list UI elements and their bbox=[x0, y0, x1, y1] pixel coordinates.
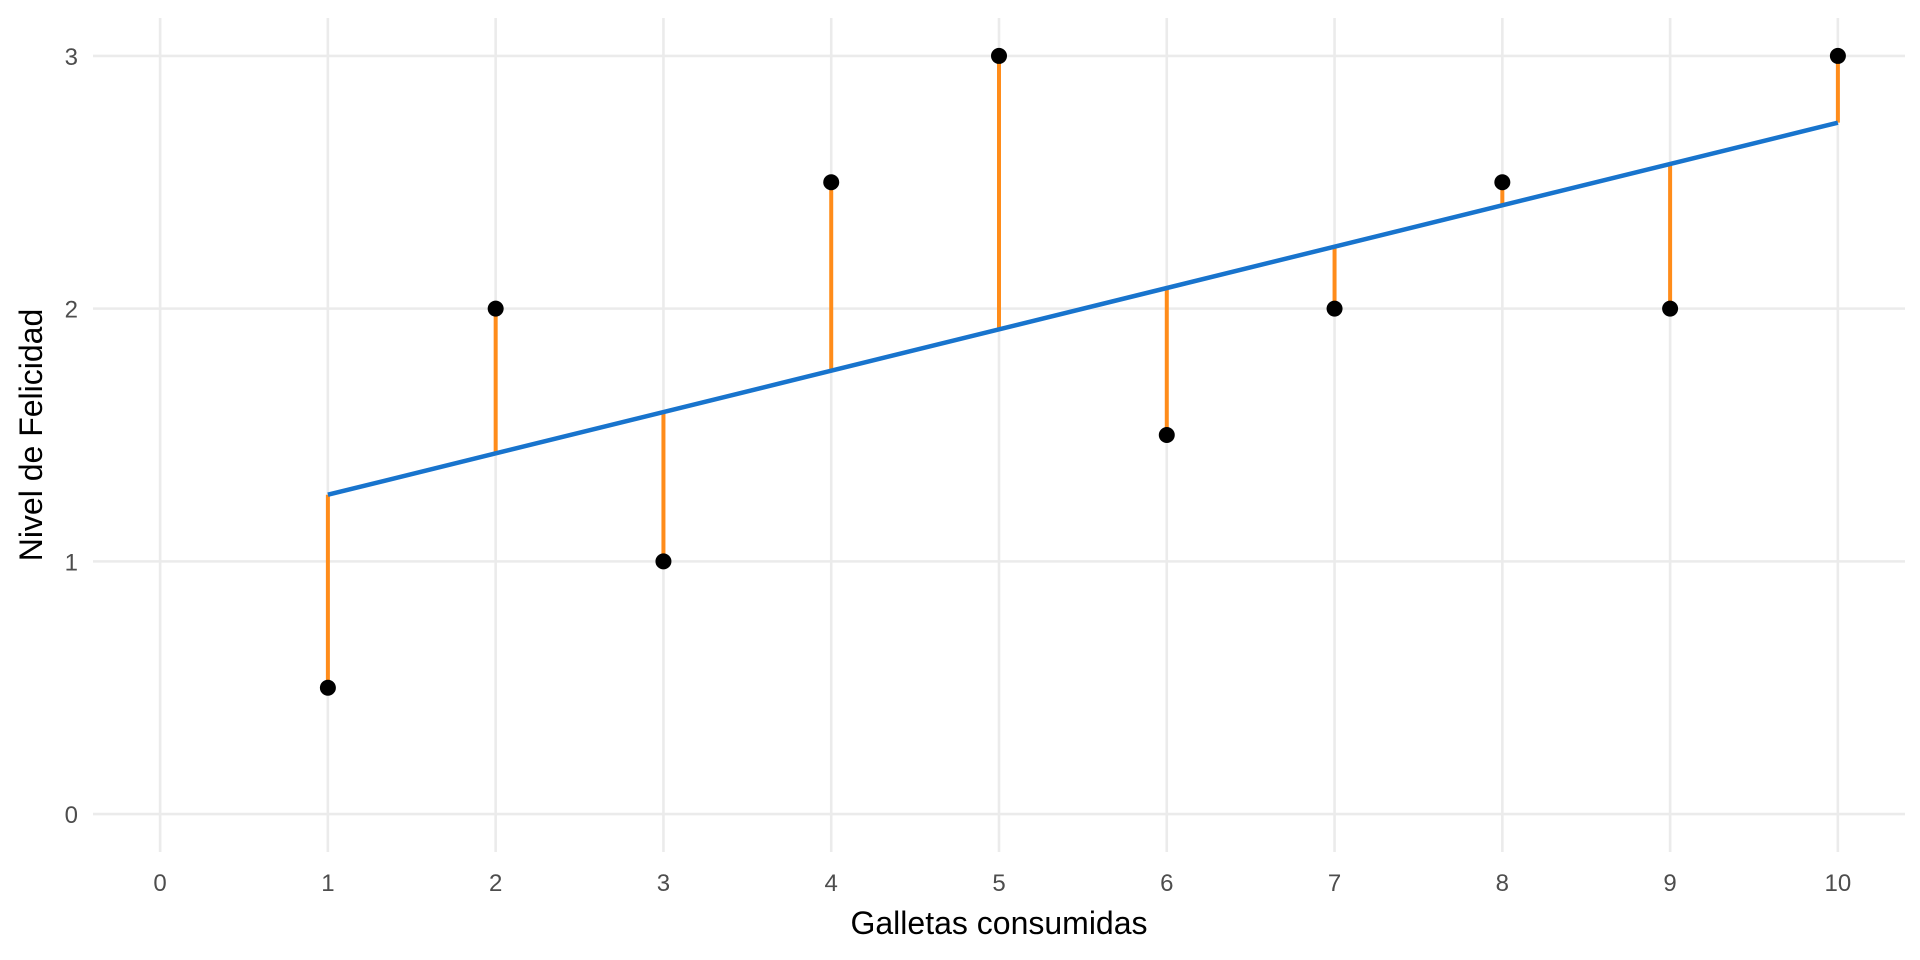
x-tick-label: 6 bbox=[1160, 870, 1173, 897]
data-point bbox=[1829, 47, 1846, 64]
x-axis-title: Galletas consumidas bbox=[850, 905, 1147, 941]
x-tick-label: 2 bbox=[489, 870, 502, 897]
y-tick-label: 0 bbox=[65, 802, 78, 829]
x-tick-label: 3 bbox=[657, 870, 670, 897]
residual-lines bbox=[325, 55, 1840, 688]
y-axis-title: Nivel de Felicidad bbox=[13, 309, 49, 562]
data-point bbox=[1494, 174, 1511, 191]
regression-line-group bbox=[327, 120, 1839, 497]
x-tick-label: 5 bbox=[992, 870, 1005, 897]
data-point bbox=[319, 679, 336, 696]
x-tick-label: 0 bbox=[153, 870, 166, 897]
regression-line bbox=[327, 120, 1839, 497]
x-tick-label: 1 bbox=[321, 870, 334, 897]
y-tick-label: 2 bbox=[65, 297, 78, 324]
x-tick-label: 8 bbox=[1496, 870, 1509, 897]
data-point bbox=[1158, 427, 1175, 443]
data-point bbox=[1326, 300, 1343, 317]
x-tick-label: 10 bbox=[1825, 870, 1852, 897]
y-tick-label: 1 bbox=[65, 549, 78, 576]
data-point bbox=[991, 47, 1007, 64]
data-points bbox=[319, 47, 1846, 696]
x-tick-label: 4 bbox=[825, 870, 838, 897]
x-tick-label: 9 bbox=[1663, 870, 1676, 897]
data-point bbox=[823, 174, 840, 191]
data-point bbox=[1662, 300, 1679, 317]
data-point bbox=[487, 300, 504, 317]
y-tick-label: 3 bbox=[65, 44, 78, 71]
tick-labels: 0 1 2 3 4 5 6 7 8 9 10 0 1 2 3 bbox=[65, 44, 1852, 897]
x-tick-label: 7 bbox=[1328, 870, 1341, 897]
data-point bbox=[655, 553, 672, 570]
